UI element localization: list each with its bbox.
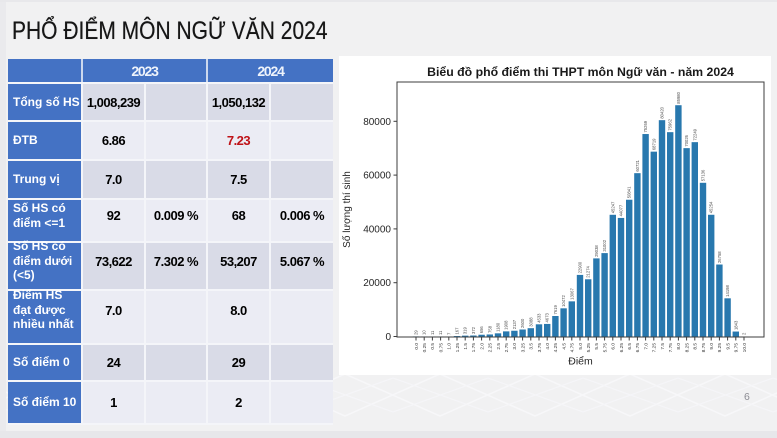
svg-text:80420: 80420 <box>660 106 665 118</box>
svg-text:6.75: 6.75 <box>635 343 641 353</box>
svg-text:57136: 57136 <box>701 169 706 181</box>
svg-text:44077: 44077 <box>619 204 624 216</box>
svg-text:10.0: 10.0 <box>742 343 748 353</box>
svg-text:21274: 21274 <box>586 265 591 277</box>
svg-text:3088: 3088 <box>528 317 533 327</box>
svg-text:9.0: 9.0 <box>709 343 715 350</box>
svg-text:2.25: 2.25 <box>488 343 494 353</box>
svg-text:2: 2 <box>742 332 747 335</box>
svg-text:4.0: 4.0 <box>545 343 551 350</box>
svg-text:2.0: 2.0 <box>479 343 485 350</box>
svg-text:45254: 45254 <box>709 201 714 213</box>
svg-text:1843: 1843 <box>733 320 738 330</box>
svg-text:80000: 80000 <box>363 117 391 128</box>
svg-text:Điểm: Điểm <box>568 356 593 368</box>
svg-text:6.25: 6.25 <box>619 343 625 353</box>
svg-text:4673: 4673 <box>545 312 550 322</box>
svg-text:167: 167 <box>455 327 460 335</box>
svg-text:29: 29 <box>414 330 419 335</box>
svg-text:0: 0 <box>385 332 391 343</box>
svg-text:Số lượng thí sinh: Số lượng thí sinh <box>341 171 353 248</box>
svg-text:13067: 13067 <box>569 288 574 300</box>
svg-text:9.5: 9.5 <box>725 343 731 350</box>
svg-text:68719: 68719 <box>651 138 656 150</box>
svg-text:22900: 22900 <box>578 261 583 273</box>
svg-text:7619: 7619 <box>553 305 558 315</box>
svg-text:4.25: 4.25 <box>553 343 559 353</box>
svg-text:4533: 4533 <box>537 313 542 323</box>
svg-text:60721: 60721 <box>635 159 640 171</box>
svg-text:72249: 72249 <box>692 128 697 140</box>
svg-text:6.0: 6.0 <box>611 343 617 350</box>
svg-text:1908: 1908 <box>504 320 509 330</box>
svg-text:7.25: 7.25 <box>652 343 658 353</box>
svg-text:3.0: 3.0 <box>512 343 518 350</box>
svg-text:0.5: 0.5 <box>430 343 436 350</box>
svg-text:7.0: 7.0 <box>643 343 649 350</box>
svg-text:3.5: 3.5 <box>529 343 535 350</box>
svg-text:8.0: 8.0 <box>676 343 682 350</box>
svg-text:6.5: 6.5 <box>627 343 633 350</box>
svg-text:5.75: 5.75 <box>602 343 608 353</box>
svg-text:5.5: 5.5 <box>594 343 600 350</box>
svg-text:319: 319 <box>463 326 468 334</box>
svg-text:10472: 10472 <box>561 295 566 307</box>
svg-text:2600: 2600 <box>520 318 525 328</box>
svg-text:11: 11 <box>430 330 435 335</box>
svg-text:29038: 29038 <box>594 245 599 257</box>
svg-text:372: 372 <box>471 326 476 334</box>
svg-text:0.0: 0.0 <box>414 343 420 350</box>
svg-text:60000: 60000 <box>363 171 391 182</box>
svg-text:3.25: 3.25 <box>520 343 526 353</box>
svg-text:31002: 31002 <box>602 239 607 251</box>
svg-text:3.75: 3.75 <box>537 343 543 353</box>
svg-text:20000: 20000 <box>363 278 391 289</box>
svg-text:70026: 70026 <box>684 134 689 146</box>
svg-text:85980: 85980 <box>676 91 681 103</box>
svg-text:758: 758 <box>487 325 492 333</box>
svg-text:75269: 75269 <box>643 120 648 132</box>
svg-text:5.0: 5.0 <box>578 343 584 350</box>
svg-text:2137: 2137 <box>512 319 517 329</box>
svg-text:2.5: 2.5 <box>496 343 502 350</box>
svg-text:Biểu đồ phổ điểm thi THPT môn: Biểu đồ phổ điểm thi THPT môn Ngữ văn - … <box>427 65 734 79</box>
svg-text:0.75: 0.75 <box>438 343 444 353</box>
svg-text:10: 10 <box>422 330 427 335</box>
svg-text:9.75: 9.75 <box>734 343 740 353</box>
svg-text:75962: 75962 <box>668 118 673 130</box>
svg-text:7.5: 7.5 <box>660 343 666 350</box>
svg-text:656: 656 <box>479 326 484 334</box>
svg-text:7.75: 7.75 <box>668 343 674 353</box>
svg-text:5.25: 5.25 <box>586 343 592 353</box>
svg-text:1.0: 1.0 <box>447 343 453 350</box>
svg-text:8.25: 8.25 <box>684 343 690 353</box>
svg-text:26758: 26758 <box>717 251 722 263</box>
svg-text:11: 11 <box>438 330 443 335</box>
svg-text:40000: 40000 <box>363 224 391 235</box>
svg-text:7: 7 <box>446 332 451 335</box>
svg-text:2.75: 2.75 <box>504 343 510 353</box>
svg-text:45247: 45247 <box>610 201 615 213</box>
svg-text:4.5: 4.5 <box>561 343 567 350</box>
svg-text:9.25: 9.25 <box>717 343 723 353</box>
svg-text:50841: 50841 <box>627 186 632 198</box>
svg-text:0.25: 0.25 <box>422 343 428 353</box>
svg-text:8.5: 8.5 <box>693 343 699 350</box>
svg-text:1.25: 1.25 <box>455 343 461 353</box>
svg-text:8.75: 8.75 <box>701 343 707 353</box>
svg-text:14198: 14198 <box>725 284 730 296</box>
svg-text:1.5: 1.5 <box>463 343 469 350</box>
svg-text:1.75: 1.75 <box>471 343 477 353</box>
svg-text:1180: 1180 <box>496 322 501 332</box>
svg-text:4.75: 4.75 <box>570 343 576 353</box>
